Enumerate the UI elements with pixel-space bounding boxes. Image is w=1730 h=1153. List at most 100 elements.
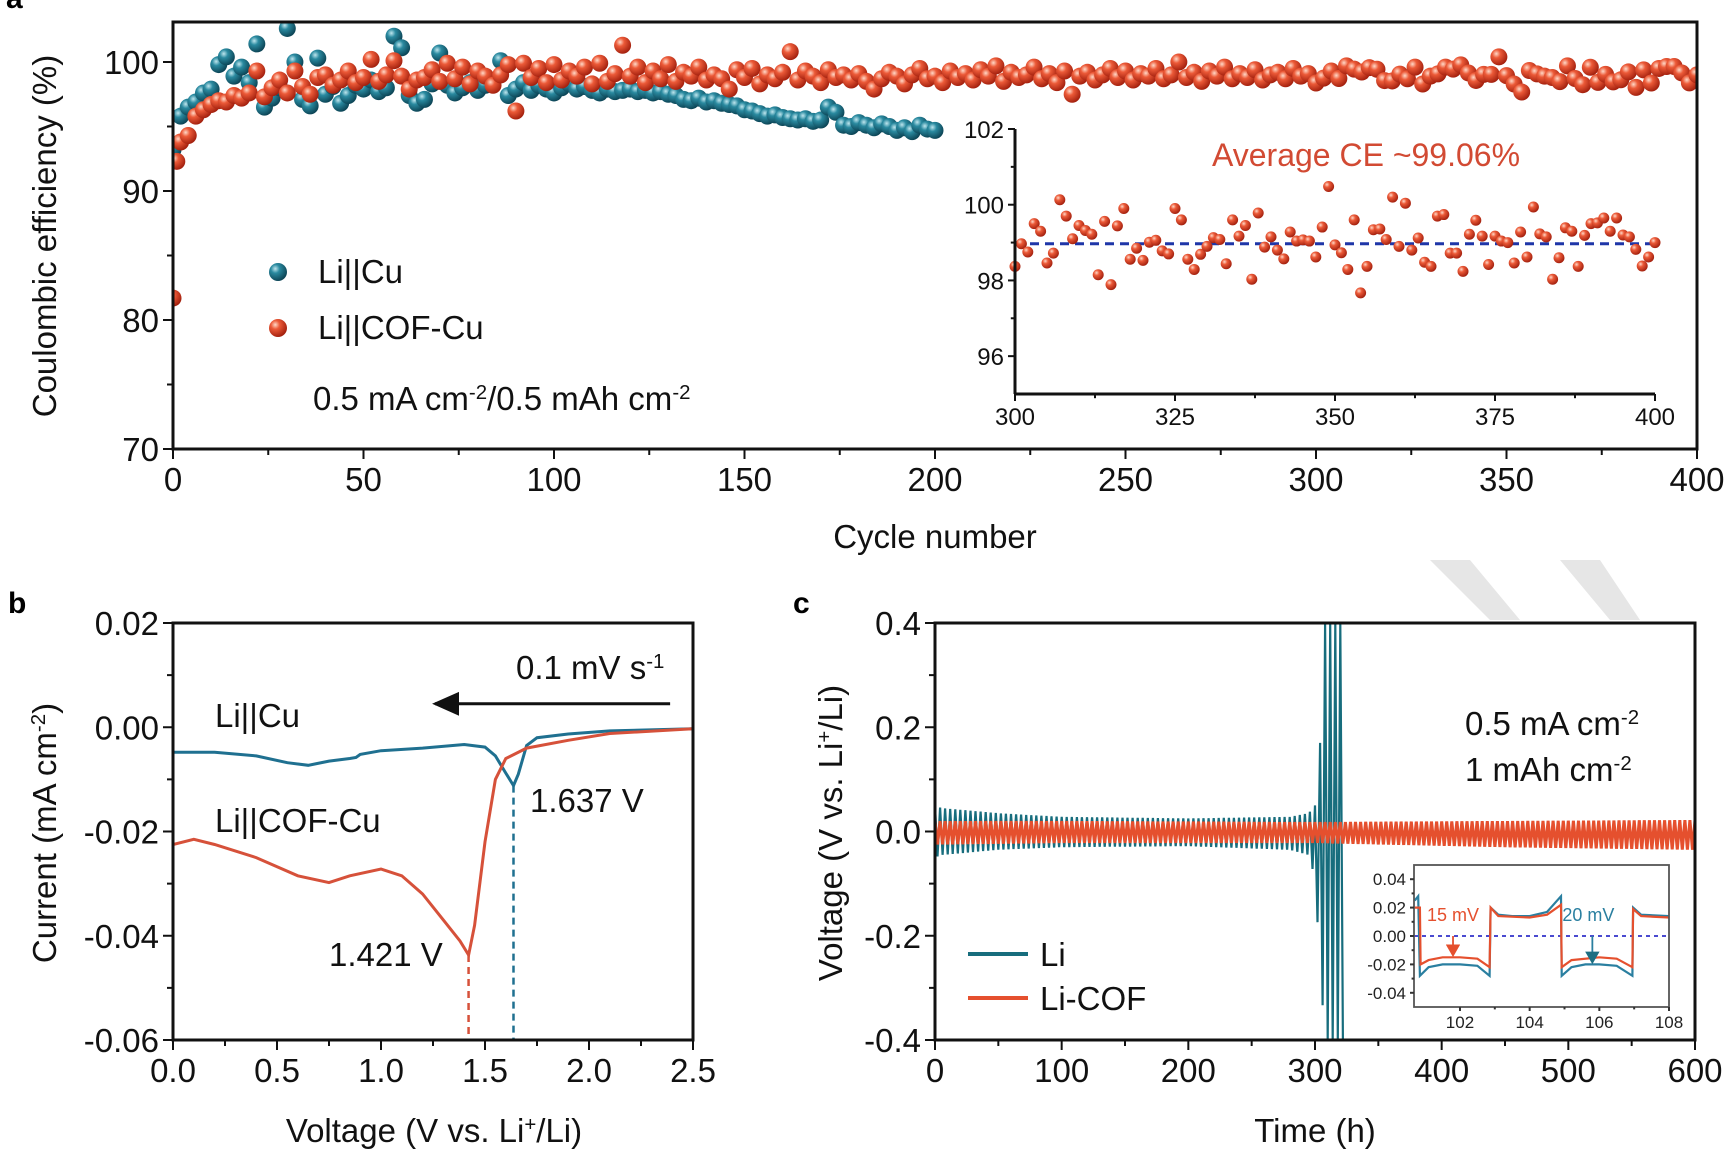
x-tick-label: 108 (1655, 1013, 1683, 1032)
data-point (1271, 244, 1283, 256)
data-point (1643, 251, 1655, 263)
data-point (1412, 232, 1424, 244)
data-point (355, 68, 372, 86)
data-point (271, 71, 289, 89)
data-point (1470, 214, 1482, 226)
panel-label: a (6, 0, 23, 15)
data-point (1490, 48, 1508, 66)
x-tick-label: 0.0 (150, 1052, 196, 1089)
data-point (362, 50, 380, 68)
data-point (1329, 239, 1341, 251)
legend-label: Li||COF-Cu (318, 309, 484, 346)
x-tick-label: 300 (1288, 461, 1343, 498)
data-point (173, 289, 182, 307)
data-point (575, 58, 593, 76)
text-run: Voltage (V vs. Li (812, 743, 849, 981)
data-point (690, 58, 708, 76)
data-point (1105, 279, 1117, 291)
data-point (1348, 214, 1360, 226)
inset-profile-li-cof (1414, 902, 1669, 970)
superscript: + (813, 731, 836, 743)
data-point (1041, 257, 1053, 269)
data-point (1035, 225, 1047, 237)
x-tick-label: 150 (717, 461, 772, 498)
x-axis-title: Voltage (V vs. Li+/Li) (286, 1112, 582, 1149)
superscript: -2 (27, 714, 50, 732)
overpotential-label: 20 mV (1562, 905, 1614, 925)
x-tick-label: 0 (164, 461, 182, 498)
inset-title: Average CE ~99.06% (1212, 137, 1520, 173)
x-tick-label: 200 (907, 461, 962, 498)
data-point (1355, 287, 1367, 299)
data-point (1150, 234, 1162, 246)
data-point (827, 103, 845, 121)
panel-label: b (8, 587, 26, 620)
legend-marker (269, 263, 287, 281)
text-run: Cycle number (833, 518, 1037, 555)
superscript: -2 (672, 381, 690, 404)
data-point (1502, 237, 1514, 249)
data-point (1086, 228, 1098, 240)
x-tick-label: 350 (1315, 404, 1355, 431)
data-point (1630, 243, 1642, 255)
watermark-shape (1430, 560, 1640, 620)
data-point (1092, 269, 1104, 281)
data-point (1406, 244, 1418, 256)
y-tick-label: 102 (964, 117, 1004, 144)
data-point (1310, 251, 1322, 263)
data-point (233, 58, 251, 76)
text-run: Voltage (V vs. Li (286, 1112, 524, 1149)
y-tick-label: 98 (977, 268, 1004, 295)
data-point (438, 54, 456, 72)
y-tick-label: 100 (104, 44, 159, 81)
x-tick-label: 375 (1475, 404, 1515, 431)
data-point (1438, 209, 1450, 221)
legend-item: Li-COF (968, 980, 1146, 1017)
data-point (301, 85, 319, 103)
inset-background (1015, 129, 1655, 394)
data-point (583, 75, 601, 93)
data-point (1028, 218, 1040, 230)
data-point (1335, 247, 1347, 259)
data-point (1623, 231, 1635, 243)
data-point (1635, 61, 1653, 79)
x-tick-label: 2.0 (566, 1052, 612, 1089)
inset-chart: 300 325 350 375 400 96 98 100 102 Average CE ~99.… (964, 117, 1675, 431)
data-point (1170, 53, 1188, 71)
series-line-li-cof-cu (173, 727, 693, 960)
x-tick-label: 106 (1585, 1013, 1613, 1032)
data-point (1574, 76, 1592, 94)
x-tick-label: 1.0 (358, 1052, 404, 1089)
y-tick-label: 0.02 (1373, 899, 1406, 918)
data-point (1323, 181, 1335, 193)
text-run: Time (h) (1254, 1112, 1376, 1149)
data-point (1303, 235, 1315, 247)
overpotential-label: 15 mV (1427, 905, 1479, 925)
text-run: /Li) (536, 1112, 582, 1149)
data-point (987, 57, 1005, 75)
data-point (217, 48, 235, 66)
data-point (248, 35, 266, 53)
data-point (1188, 263, 1200, 275)
x-tick-label: 250 (1098, 461, 1153, 498)
test-condition: 0.5 mA cm-2/0.5 mAh cm-2 (313, 380, 691, 417)
data-point (537, 74, 555, 92)
data-point (173, 152, 186, 170)
data-point (1227, 214, 1239, 226)
superscript: -2 (1621, 706, 1639, 729)
superscript: -2 (1614, 752, 1632, 775)
data-point (652, 70, 670, 88)
data-point (179, 127, 197, 145)
x-tick-label: 300 (995, 404, 1035, 431)
data-point (1201, 240, 1213, 252)
data-point (1175, 214, 1187, 226)
data-point (1162, 66, 1180, 84)
data-point (1054, 194, 1066, 206)
x-tick-label: 600 (1667, 1052, 1722, 1089)
data-point (1252, 207, 1264, 219)
data-point (1642, 74, 1660, 92)
data-point (1316, 221, 1328, 233)
y-tick-label: 0.00 (95, 709, 159, 746)
data-point (1482, 65, 1500, 83)
